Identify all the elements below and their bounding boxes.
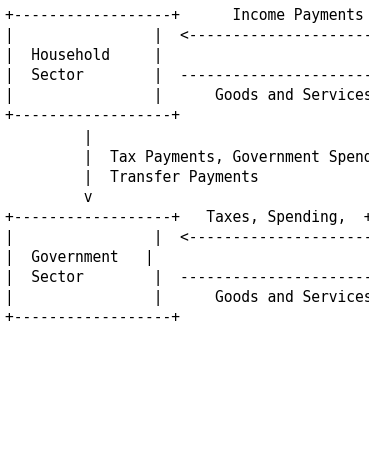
Text: |                |  <--------------------------  |                |: | | <-------------------------- | | <box>5 28 369 44</box>
Text: |  Household     |                             |  Business      |: | Household | | Business | <box>5 48 369 64</box>
Text: |                |      Goods and Services     |                |: | | Goods and Services | | <box>5 88 369 104</box>
Text: |                |  <--------------------------  |                |: | | <-------------------------- | | <box>5 230 369 246</box>
Text: +------------------+      Income Payments      +------------------+: +------------------+ Income Payments +--… <box>5 8 369 23</box>
Text: |  Tax Payments, Government Spending,         |: | Tax Payments, Government Spending, | <box>5 150 369 166</box>
Text: +------------------+                           +------------------+: +------------------+ +------------------… <box>5 108 369 123</box>
Text: |  Sector        |  -------------------------> |  Sector        |: | Sector | -------------------------> | … <box>5 68 369 84</box>
Text: +------------------+   Taxes, Spending,  +------------------+: +------------------+ Taxes, Spending, +-… <box>5 210 369 225</box>
Text: v                                              v: v v <box>5 190 369 205</box>
Text: |  Sector        |  -------------------------> |  Sector        |: | Sector | -------------------------> | … <box>5 270 369 286</box>
Text: |  Government   |                             |  Business      |: | Government | | Business | <box>5 250 369 266</box>
Text: |                |      Goods and Services     |                |: | | Goods and Services | | <box>5 290 369 306</box>
Text: |                                              |: | | <box>5 130 369 146</box>
Text: |  Transfer Payments                          |: | Transfer Payments | <box>5 170 369 186</box>
Text: +------------------+                           +------------------+: +------------------+ +------------------… <box>5 310 369 325</box>
